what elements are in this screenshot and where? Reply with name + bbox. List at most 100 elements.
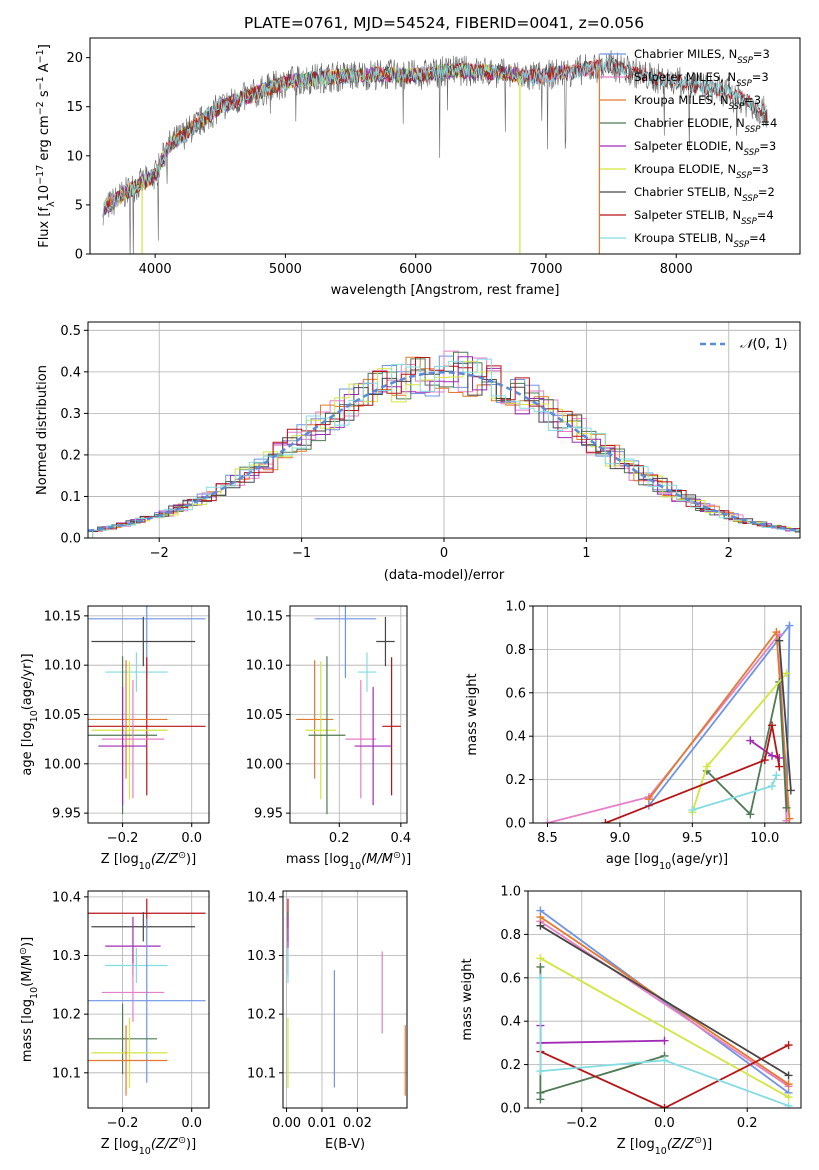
z-age-marks	[88, 606, 206, 815]
label-part: ]	[37, 44, 52, 49]
weight-marker	[660, 1036, 669, 1045]
normal-curve	[88, 371, 800, 532]
label-part: age [log	[606, 852, 659, 867]
mass-age-marks	[296, 606, 401, 815]
y-tick-label: 10.15	[44, 609, 81, 624]
x-tick-label: 0.0	[181, 831, 202, 846]
legend-label: Chabrier STELIB, NSSP=2	[634, 185, 775, 204]
label-part: ⊙	[178, 1135, 186, 1146]
x-tick-label: 8.5	[537, 831, 558, 846]
y-tick-label: 1.0	[500, 885, 521, 900]
y-tick-label: 0.8	[500, 928, 521, 943]
x-tick-label: −1	[292, 546, 311, 561]
y-tick-label: 0.2	[500, 1058, 521, 1073]
z-mass-frame	[87, 890, 210, 1109]
label-part: ⊙	[178, 850, 186, 861]
legend-label: Kroupa ELODIE, NSSP=3	[634, 162, 769, 181]
residuals-axes: −2 −1 0 1 2 0.0 0.1 0.2 0.3 0.4 0.5 (data-model)/e…	[35, 321, 801, 583]
weight-marker	[702, 762, 711, 771]
weight-line	[539, 957, 790, 1098]
y-tick-label: 0.4	[505, 730, 526, 745]
weight-marker	[768, 721, 777, 730]
x-tick-label: 6000	[399, 262, 432, 277]
weight-marker	[536, 973, 545, 982]
ebv-mass-marks	[287, 898, 406, 1096]
x-tick-label: −0.2	[107, 1116, 139, 1131]
y-tick-label: 0.6	[500, 971, 521, 986]
z-weight-axes: −0.2 0.0 0.2 0.0 0.2 0.4 0.6 0.8 1.0 Z [log10(Z/Z…	[460, 885, 802, 1157]
residuals-xlabel: (data-model)/error	[384, 568, 505, 583]
x-tick-label: 5000	[269, 262, 302, 277]
y-tick-label: 10.1	[247, 1066, 276, 1081]
label-part: 10	[29, 987, 40, 999]
label-part: s	[37, 90, 52, 101]
y-tick-label: 10.3	[52, 949, 81, 964]
label-part: ⊙	[393, 850, 401, 861]
weight-marker	[784, 1101, 793, 1108]
spectrum-lines	[102, 50, 768, 254]
y-tick-label: 10.10	[44, 659, 81, 674]
weight-marker	[536, 954, 545, 963]
y-tick-label: 10.4	[52, 890, 81, 905]
legend-label: Kroupa STELIB, NSSP=4	[634, 231, 766, 250]
z-mass-ylabel: mass [log10(M/M⊙)]	[18, 937, 40, 1062]
y-tick-label: 10.00	[246, 757, 283, 772]
x-tick-label: 0.00	[272, 1116, 301, 1131]
y-tick-label: 0.2	[505, 773, 526, 788]
label-part: −2	[35, 101, 46, 115]
weight-line	[539, 977, 789, 1107]
weight-marker	[785, 621, 794, 630]
weight-marker	[660, 1104, 669, 1108]
weight-marker	[601, 819, 610, 823]
age-weight-ylabel: mass weight	[465, 673, 480, 755]
label-part: 10	[655, 1146, 667, 1157]
label-part: Z [log	[101, 852, 139, 867]
x-tick-label: 9.0	[610, 831, 631, 846]
x-tick-label: −0.2	[107, 831, 139, 846]
x-tick-label: 0.0	[654, 1116, 675, 1131]
legend-label: Chabrier ELODIE, NSSP=4	[634, 116, 777, 135]
y-tick-label: 5	[75, 198, 83, 213]
x-tick-label: 4000	[139, 262, 172, 277]
weight-marker	[543, 819, 552, 823]
age-weight-frame	[532, 605, 802, 824]
x-tick-label: 0.02	[343, 1116, 372, 1131]
y-tick-label: 10.00	[44, 757, 81, 772]
label-part: )]	[186, 852, 196, 867]
histogram-series	[92, 358, 800, 538]
label-part: 10	[29, 710, 40, 722]
weight-marker	[775, 753, 784, 762]
weight-line	[539, 924, 790, 1077]
mass-age-axes: 0.2 0.4 9.95 10.00 10.05 10.10 10.15 mass [log1…	[246, 605, 411, 872]
weight-marker	[772, 771, 781, 780]
label-part: mass [log	[286, 852, 349, 867]
y-tick-label: 0.0	[500, 1102, 521, 1117]
y-tick-label: 10.05	[246, 708, 283, 723]
x-tick-label: 0	[440, 546, 448, 561]
weight-marker	[786, 786, 795, 795]
y-tick-label: 0.4	[500, 1015, 521, 1030]
weight-line	[605, 725, 781, 823]
weight-marker	[746, 736, 755, 745]
z-age-frame	[87, 605, 210, 824]
x-tick-label: −0.2	[566, 1116, 598, 1131]
x-tick-label: 7000	[529, 262, 562, 277]
y-tick-label: 0.0	[60, 532, 81, 547]
z-weight-frame	[527, 890, 802, 1109]
age-weight-xlabel: age [log10(age/yr)]	[606, 852, 728, 872]
label-part: ⊙	[18, 947, 29, 955]
label-part: 10	[139, 1146, 151, 1157]
z-weight-marks	[536, 906, 793, 1108]
weight-marker	[760, 756, 769, 765]
label-part: 10	[139, 861, 151, 872]
x-tick-label: 8000	[660, 262, 693, 277]
y-tick-label: 10.2	[247, 1008, 276, 1023]
z-age-ylabel: age [log10(age/yr)]	[20, 653, 40, 775]
label-part: −17	[35, 165, 46, 185]
y-tick-label: 10.05	[44, 708, 81, 723]
weight-marker	[644, 795, 653, 804]
ebv-mass-frame	[282, 890, 408, 1109]
x-tick-label: −2	[150, 546, 169, 561]
spectrum-legend: Chabrier MILES, NSSP=3 Salpeter MILES, NS…	[600, 47, 777, 250]
